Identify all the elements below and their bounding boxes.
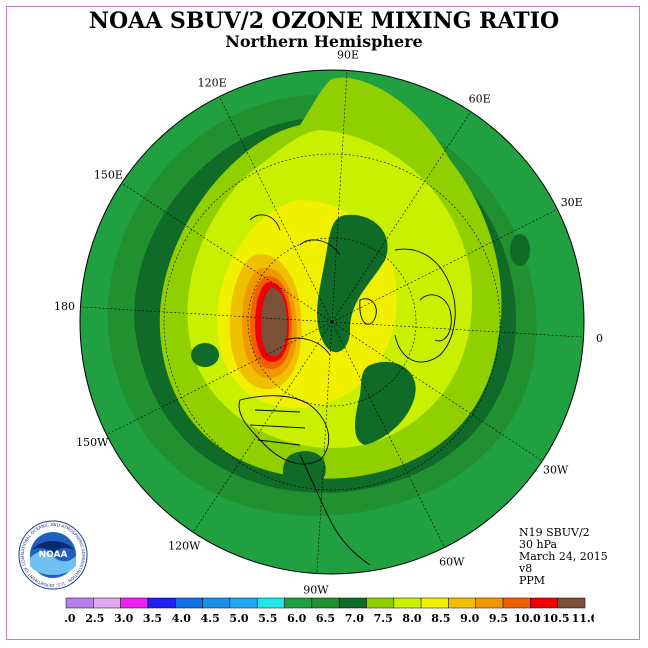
colorbar-label-17: 10.5: [543, 612, 570, 625]
band-11.0: [261, 288, 287, 356]
colorbar-swatch-12: [393, 597, 422, 609]
longitude-label-6: 90W: [303, 584, 329, 597]
colorbar-swatch-2: [120, 597, 149, 609]
colorbar-label-4: 4.0: [172, 612, 191, 625]
globe-outline: [79, 69, 585, 575]
longitude-label-3: 0: [596, 332, 603, 345]
longitude-label-8: 150W: [76, 436, 109, 449]
colorbar-label-6: 5.0: [229, 612, 248, 625]
colorbar-swatch-10: [338, 597, 367, 609]
colorbar-swatch-11: [366, 597, 395, 609]
colorbar-swatch-9: [311, 597, 340, 609]
longitude-label-2: 30E: [561, 196, 583, 209]
meridian-lines: [80, 70, 584, 574]
meridian-10: [121, 182, 333, 323]
meridian-1: [331, 111, 472, 323]
graticule: [163, 153, 501, 491]
colorbar-swatch-0: [65, 597, 94, 609]
colorbar-label-0: 2.0: [64, 612, 76, 625]
meridian-3: [331, 321, 584, 338]
longitude-label-10: 150E: [94, 168, 123, 181]
longitude-label-0: 90E: [337, 48, 359, 61]
colorbar-label-8: 6.0: [287, 612, 306, 625]
colorbar-label-16: 10.0: [514, 612, 541, 625]
colorbar-label-13: 8.5: [431, 612, 450, 625]
colorbar-label-9: 6.5: [316, 612, 335, 625]
coastlines: [238, 214, 456, 566]
colorbar-label-14: 9.0: [460, 612, 479, 625]
band-7.0-low2: [355, 361, 416, 445]
colorbar-swatch-1: [93, 597, 121, 609]
colorbar-label-3: 3.5: [143, 612, 162, 625]
colorbar-label-18: 11.0: [572, 612, 594, 625]
units-label: PPM: [519, 574, 546, 587]
band-7.0-spot2: [510, 234, 530, 266]
version-label: v8: [519, 562, 533, 575]
colorbar-swatch-8: [284, 597, 313, 609]
longitude-label-9: 180: [54, 300, 75, 313]
meridian-7: [192, 321, 333, 533]
band-7.0-spot: [191, 343, 219, 367]
product-info: N19 SBUV/2 30 hPa March 24, 2015 v8 PPM: [519, 527, 608, 587]
color-scale-legend: 2.0 2.5 3.0 3.5 4.0 4.5 5.0 5.5 6.0 6.5 7.0 7.5 8.0 8…: [64, 597, 594, 625]
colorbar-label-15: 9.5: [489, 612, 508, 625]
longitude-labels: 90E 60E 30E 0 30W 60W 90W 120W 150W 180 150E 120E: [54, 48, 603, 596]
satellite-label: N19 SBUV/2: [519, 526, 590, 539]
colorbar-swatch-18: [557, 597, 586, 609]
date-label: March 24, 2015: [519, 550, 608, 563]
colorbar-swatch-14: [448, 597, 476, 609]
longitude-label-11: 120E: [198, 76, 227, 89]
longitude-label-7: 120W: [168, 540, 201, 553]
logo-text: NOAA: [39, 550, 68, 560]
meridian-0: [331, 70, 348, 323]
longitude-label-4: 30W: [543, 464, 569, 477]
meridian-8: [106, 321, 333, 435]
meridian-9: [80, 306, 333, 323]
colorbar-label-12: 8.0: [402, 612, 421, 625]
colorbar-swatch-7: [256, 597, 285, 609]
map-subtitle: Northern Hemisphere: [225, 32, 423, 51]
colorbar-label-2: 3.0: [114, 612, 133, 625]
colorbar-swatch-6: [229, 597, 258, 609]
longitude-label-5: 60W: [439, 556, 465, 569]
map-title: NOAA SBUV/2 OZONE MIXING RATIO: [88, 8, 560, 34]
band-7.0-low3: [282, 451, 326, 491]
meridian-6: [316, 321, 333, 574]
meridian-5: [331, 321, 445, 548]
meridian-4: [331, 321, 543, 462]
noaa-logo: NATIONAL OCEANIC AND ATMOSPHERIC ADMINIS…: [18, 520, 88, 590]
colorbar-swatch-15: [475, 597, 504, 609]
pressure-level: 30 hPa: [519, 538, 558, 551]
colorbar-label-7: 5.5: [258, 612, 277, 625]
colorbar-swatch-17: [530, 597, 558, 609]
colorbar-swatch-13: [420, 597, 449, 609]
colorbar-swatch-5: [202, 597, 231, 609]
colorbar-label-1: 2.5: [85, 612, 104, 625]
figure-frame: [6, 6, 640, 640]
longitude-label-1: 60E: [469, 92, 491, 105]
meridian-2: [331, 209, 558, 323]
colorbar-label-5: 4.5: [201, 612, 220, 625]
colorbar-label-11: 7.5: [374, 612, 393, 625]
meridian-11: [219, 96, 333, 323]
colorbar-swatch-16: [502, 597, 531, 609]
colorbar-label-10: 7.0: [345, 612, 364, 625]
colorbar-swatch-4: [175, 597, 203, 609]
colorbar-swatch-3: [147, 597, 176, 609]
